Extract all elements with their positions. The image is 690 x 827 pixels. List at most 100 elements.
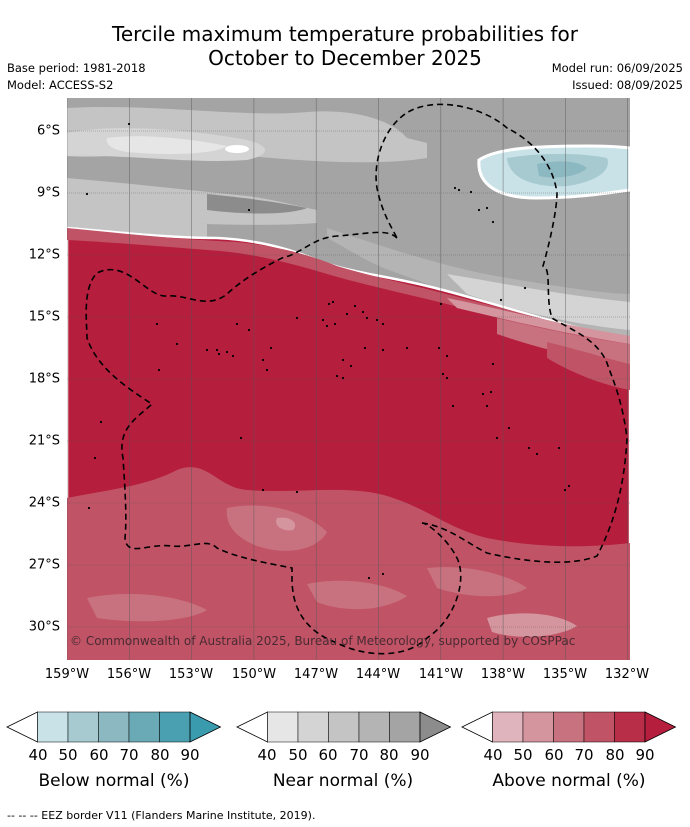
island-mark	[469, 190, 473, 194]
map-title: Tercile maximum temperature probabilitie…	[0, 22, 690, 70]
island-mark	[321, 318, 325, 322]
title-line-1: Tercile maximum temperature probabilitie…	[112, 22, 578, 46]
island-mark	[445, 354, 449, 358]
lat-label: 9°S	[36, 185, 60, 201]
island-mark	[495, 436, 499, 440]
map-svg	[67, 98, 630, 660]
island-mark	[265, 368, 269, 372]
lon-label: 153°W	[168, 667, 214, 682]
lon-label: 144°W	[355, 667, 401, 682]
colorbar-below-label: Below normal (%)	[38, 771, 190, 791]
colorbar-segment	[67, 711, 99, 743]
colorbar-below	[6, 711, 222, 743]
colorbar-segment	[553, 711, 585, 743]
colorbar-right-triangle	[189, 711, 222, 743]
island-mark	[477, 208, 481, 212]
island-mark	[507, 426, 511, 430]
island-mark	[563, 488, 567, 492]
island-mark	[93, 456, 97, 460]
tick-label: 50	[58, 746, 78, 764]
model-name: Model: ACCESS-S2	[7, 78, 114, 92]
island-mark	[325, 324, 329, 328]
island-mark	[205, 348, 209, 352]
colorbar-above-label: Above normal (%)	[492, 771, 646, 791]
colorbar-segment	[389, 711, 421, 743]
red-south-2	[226, 505, 327, 551]
island-mark	[335, 374, 339, 378]
tick-label: 90	[410, 746, 430, 764]
colorbar-above	[461, 711, 677, 743]
colorbar-segment	[267, 711, 299, 743]
island-mark	[247, 208, 251, 212]
lon-label: 138°W	[480, 667, 526, 682]
island-mark	[353, 304, 357, 308]
colorbar-segment	[614, 711, 646, 743]
island-mark	[295, 316, 299, 320]
lat-label: 27°S	[28, 557, 60, 573]
tick-label: 40	[483, 746, 503, 764]
gray-band-dark-1	[207, 194, 307, 214]
credit-text: © Commonwealth of Australia 2025, Bureau…	[70, 634, 576, 648]
island-mark	[269, 346, 273, 350]
island-mark	[157, 368, 161, 372]
gray-band-lightest-1	[106, 136, 227, 154]
red-south-1	[67, 467, 630, 660]
red-south-6	[487, 613, 577, 637]
tick-label: 80	[605, 746, 625, 764]
graticule	[67, 98, 630, 660]
colorbar-segment	[522, 711, 554, 743]
island-mark	[451, 404, 455, 408]
island-mark	[453, 186, 457, 190]
island-mark	[349, 364, 353, 368]
blue-patch-inner	[537, 161, 587, 178]
lon-label: 132°W	[604, 667, 650, 682]
model-run: Model run: 06/09/2025	[551, 61, 683, 75]
meta-left: Base period: 1981-2018 Model: ACCESS-S2	[7, 60, 146, 94]
colorbar-left-triangle	[6, 711, 38, 743]
tick-label: 80	[379, 746, 399, 764]
island-mark	[491, 220, 495, 224]
colorbar-segment	[37, 711, 69, 743]
lat-label: 6°S	[36, 123, 60, 139]
lat-label: 24°S	[28, 495, 60, 511]
island-mark	[567, 484, 571, 488]
island-mark	[363, 346, 367, 350]
base-period: Base period: 1981-2018	[7, 61, 146, 75]
island-mark	[375, 318, 379, 322]
tick-label: 50	[513, 746, 533, 764]
island-mark	[361, 310, 365, 314]
island-mark	[295, 490, 299, 494]
colorbar-segment	[98, 711, 130, 743]
colorbar-segment	[492, 711, 524, 743]
island-mark	[489, 390, 493, 394]
lon-label: 141°W	[418, 667, 464, 682]
tick-label: 70	[574, 746, 594, 764]
island-mark	[155, 322, 159, 326]
island-mark	[523, 286, 527, 290]
colorbar-segment	[128, 711, 160, 743]
island-mark	[341, 358, 345, 362]
tick-label: 70	[349, 746, 369, 764]
island-mark	[381, 572, 385, 576]
island-mark	[485, 206, 489, 210]
island-mark	[327, 302, 331, 306]
island-mark	[557, 446, 561, 450]
island-mark	[127, 122, 131, 126]
island-mark	[231, 354, 235, 358]
island-mark	[367, 576, 371, 580]
tick-label: 90	[180, 746, 200, 764]
island-mark	[485, 404, 489, 408]
island-mark	[535, 452, 539, 456]
red-south-4	[87, 594, 207, 622]
lon-label: 147°W	[293, 667, 339, 682]
issued-date: Issued: 08/09/2025	[572, 78, 683, 92]
island-mark	[87, 506, 91, 510]
colorbar-near	[236, 711, 452, 743]
island-mark	[247, 328, 251, 332]
colorbar-segment	[297, 711, 329, 743]
tick-label: 40	[28, 746, 48, 764]
lat-label: 30°S	[28, 619, 60, 635]
tick-label: 70	[119, 746, 139, 764]
island-mark	[491, 362, 495, 366]
red-south-7	[427, 567, 527, 597]
